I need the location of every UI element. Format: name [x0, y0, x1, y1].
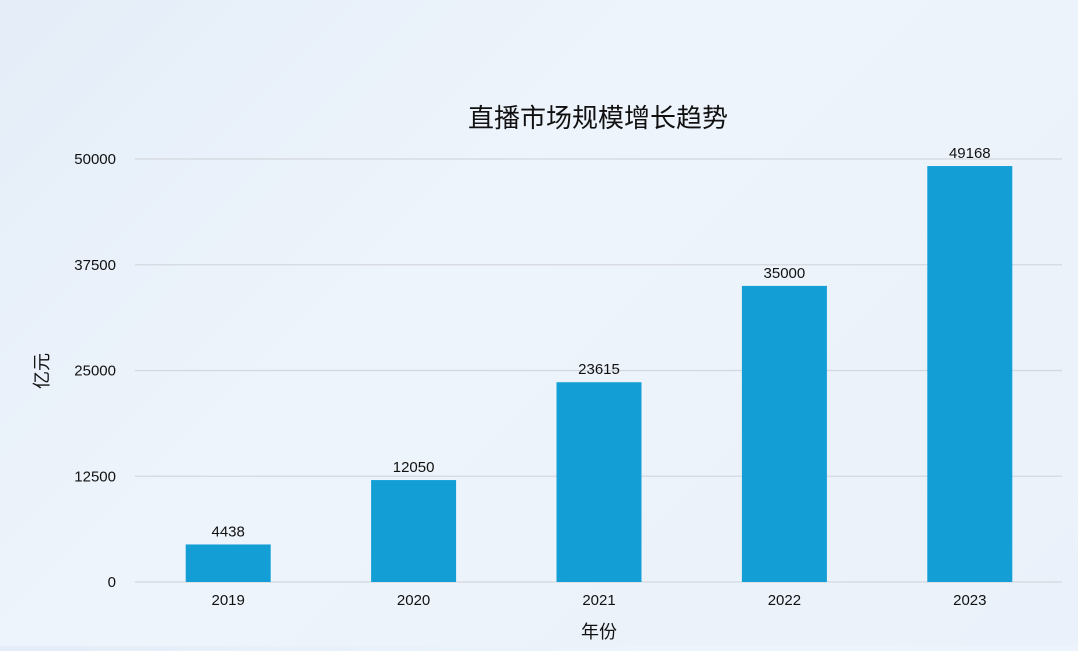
x-tick-label: 2022	[768, 592, 801, 609]
data-label: 4438	[212, 523, 245, 540]
x-axis-title: 年份	[581, 622, 617, 642]
x-tick-label: 2021	[582, 592, 615, 609]
y-tick-label: 50000	[74, 151, 116, 168]
bar-2019	[185, 544, 271, 582]
bar-2021	[556, 382, 642, 582]
y-tick-label: 37500	[74, 257, 116, 274]
y-tick-label: 25000	[74, 363, 116, 380]
data-labels: 4438 12050 23615 35000 49168	[212, 145, 991, 540]
bar-2022	[741, 285, 827, 582]
y-axis-title: 亿元	[32, 353, 52, 389]
data-label: 35000	[764, 265, 806, 282]
x-axis-ticks: 2019 2020 2021 2022 2023	[212, 592, 987, 609]
y-tick-label: 12500	[74, 468, 116, 485]
x-tick-label: 2020	[397, 592, 430, 609]
y-axis-ticks: 0 12500 25000 37500 50000	[74, 151, 116, 591]
data-label: 49168	[949, 145, 991, 162]
chart-title: 直播市场规模增长趋势	[468, 103, 728, 133]
x-tick-label: 2023	[953, 592, 986, 609]
data-label: 23615	[578, 361, 620, 378]
bar-2023	[927, 166, 1013, 582]
x-tick-label: 2019	[212, 592, 245, 609]
gridlines	[135, 158, 1062, 583]
bar-2020	[371, 480, 457, 582]
y-tick-label: 0	[108, 574, 116, 591]
bars	[185, 166, 1013, 582]
data-label: 12050	[393, 459, 435, 476]
